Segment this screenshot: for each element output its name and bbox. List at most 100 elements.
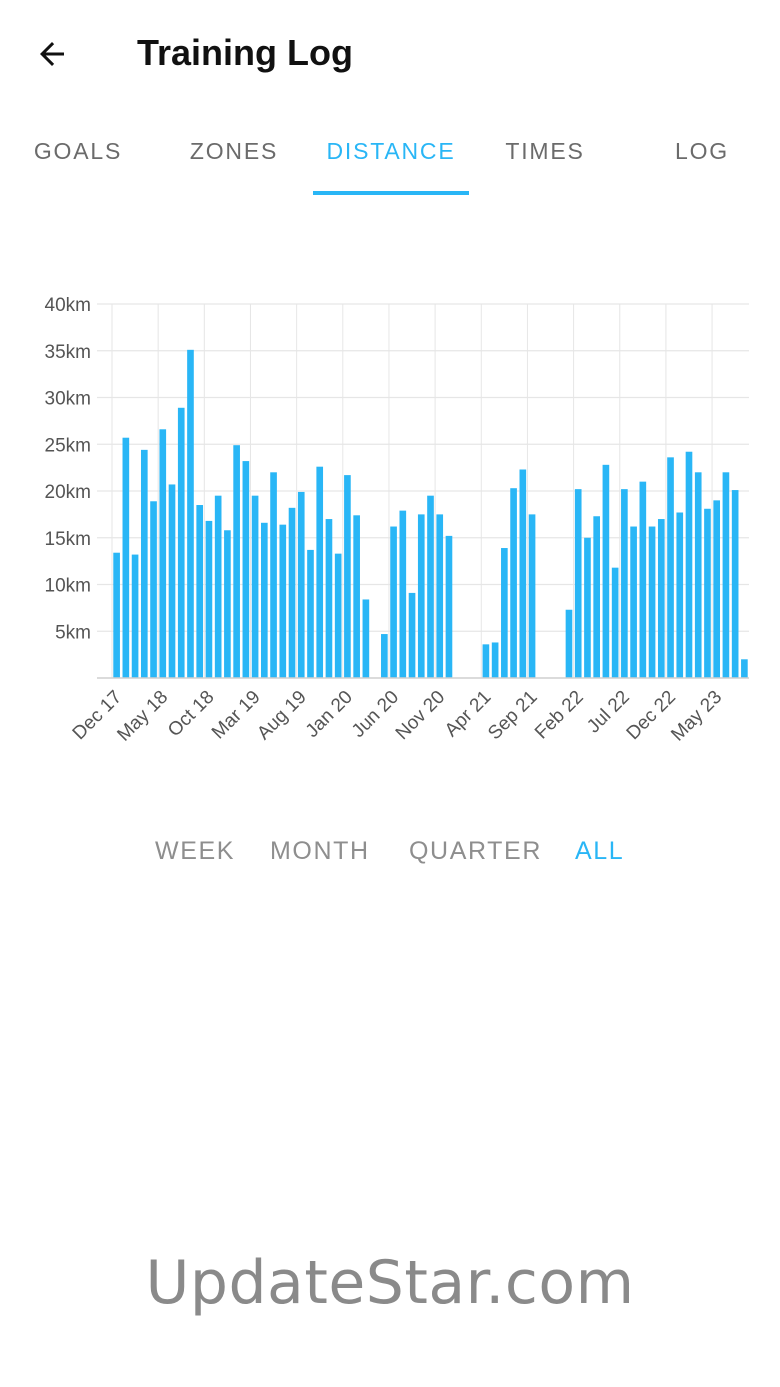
distance-bar bbox=[657, 519, 665, 678]
distance-bar bbox=[602, 464, 610, 678]
distance-bar bbox=[233, 445, 240, 678]
distance-bar bbox=[334, 553, 342, 678]
watermark-text: UpdateStar.com bbox=[145, 1248, 635, 1318]
distance-bar bbox=[639, 481, 647, 678]
distance-bar bbox=[381, 634, 388, 678]
distance-bar bbox=[482, 644, 490, 678]
distance-bar bbox=[694, 472, 702, 678]
distance-bar bbox=[417, 514, 425, 678]
distance-bar bbox=[621, 489, 628, 678]
distance-bar bbox=[731, 490, 739, 678]
x-tick-label: May 18 bbox=[113, 687, 172, 746]
distance-bar bbox=[205, 520, 213, 678]
y-tick-label: 30km bbox=[45, 389, 91, 410]
x-tick-label: Feb 22 bbox=[531, 687, 588, 744]
distance-bar bbox=[667, 457, 674, 678]
active-tab-indicator bbox=[313, 191, 469, 195]
distance-bar bbox=[390, 526, 397, 678]
x-tick-label: Sep 21 bbox=[484, 687, 541, 744]
distance-bar bbox=[140, 449, 148, 678]
distance-bar bbox=[676, 512, 684, 678]
distance-bar bbox=[630, 526, 637, 678]
distance-bar bbox=[408, 592, 416, 678]
distance-bar bbox=[159, 429, 167, 678]
distance-bar bbox=[307, 549, 314, 678]
distance-bar bbox=[565, 609, 573, 678]
distance-bar bbox=[279, 524, 287, 678]
y-tick-label: 40km bbox=[45, 295, 91, 316]
distance-bar bbox=[399, 510, 407, 678]
distance-bar bbox=[122, 437, 130, 678]
y-tick-label: 20km bbox=[45, 482, 91, 503]
x-tick-label: Oct 18 bbox=[164, 687, 218, 741]
arrow-left-icon bbox=[40, 42, 64, 66]
distance-bar bbox=[491, 642, 499, 678]
distance-bar bbox=[436, 514, 444, 678]
x-tick-label: May 23 bbox=[667, 687, 726, 746]
distance-bar bbox=[741, 659, 748, 678]
distance-bar bbox=[168, 484, 176, 678]
tab-zones[interactable]: ZONES bbox=[189, 137, 279, 164]
distance-bar bbox=[611, 567, 619, 678]
distance-bar bbox=[251, 495, 259, 678]
distance-bar bbox=[261, 522, 268, 678]
distance-bar bbox=[427, 495, 434, 678]
distance-bar bbox=[713, 500, 721, 678]
tab-log[interactable]: LOG bbox=[675, 137, 729, 164]
distance-bar bbox=[362, 599, 370, 678]
distance-bar bbox=[528, 514, 536, 678]
range-quarter[interactable]: QUARTER bbox=[409, 836, 542, 865]
distance-bar bbox=[224, 530, 231, 678]
app-bar: Training Log bbox=[0, 0, 780, 100]
distance-bar bbox=[704, 508, 711, 678]
tab-bar: GOALS ZONES DISTANCE TIMES LOG bbox=[0, 118, 780, 198]
x-tick-label: Mar 19 bbox=[208, 687, 265, 744]
distance-bar bbox=[685, 451, 693, 678]
distance-bar bbox=[113, 552, 120, 678]
distance-bar bbox=[242, 461, 250, 678]
distance-bar bbox=[648, 526, 656, 678]
distance-bar bbox=[593, 516, 600, 678]
distance-bar bbox=[316, 466, 324, 678]
x-tick-label: Nov 20 bbox=[392, 687, 449, 744]
range-month[interactable]: MONTH bbox=[270, 836, 370, 865]
tab-distance[interactable]: DISTANCE bbox=[326, 137, 456, 164]
distance-bar bbox=[353, 515, 360, 678]
distance-bar bbox=[501, 548, 508, 678]
chart-bars bbox=[113, 349, 748, 678]
x-tick-label: Jan 20 bbox=[302, 687, 357, 742]
tab-goals[interactable]: GOALS bbox=[33, 137, 123, 164]
distance-bar bbox=[214, 495, 222, 678]
page-title: Training Log bbox=[137, 32, 353, 73]
y-tick-label: 25km bbox=[45, 435, 91, 456]
distance-bar bbox=[150, 501, 157, 678]
distance-bar bbox=[177, 407, 185, 678]
distance-bar bbox=[325, 519, 333, 678]
distance-bar bbox=[445, 535, 453, 678]
distance-bar bbox=[584, 537, 591, 678]
x-tick-label: Aug 19 bbox=[253, 687, 310, 744]
range-selector: WEEK MONTH QUARTER ALL bbox=[0, 828, 780, 874]
distance-bar bbox=[270, 472, 277, 678]
back-button[interactable] bbox=[26, 28, 78, 80]
distance-bar bbox=[187, 349, 194, 678]
distance-bar bbox=[510, 488, 517, 678]
range-all[interactable]: ALL bbox=[575, 836, 625, 865]
distance-bar bbox=[722, 472, 730, 678]
chart-grid bbox=[97, 303, 749, 678]
y-tick-label: 5km bbox=[55, 622, 91, 643]
y-tick-label: 10km bbox=[45, 576, 91, 597]
y-tick-label: 35km bbox=[45, 342, 91, 363]
distance-chart: 5km 10km 15km 20km 25km 30km 35km 40km Dec 17 May… bbox=[0, 280, 780, 800]
distance-bar bbox=[131, 554, 139, 678]
tab-times[interactable]: TIMES bbox=[505, 137, 585, 164]
distance-bar bbox=[196, 505, 204, 678]
distance-bar bbox=[344, 475, 351, 678]
distance-bar bbox=[574, 489, 582, 678]
range-week[interactable]: WEEK bbox=[155, 836, 236, 865]
y-tick-label: 15km bbox=[45, 529, 91, 550]
distance-bar bbox=[297, 491, 305, 678]
distance-bar bbox=[519, 469, 527, 678]
distance-bar bbox=[288, 507, 296, 678]
